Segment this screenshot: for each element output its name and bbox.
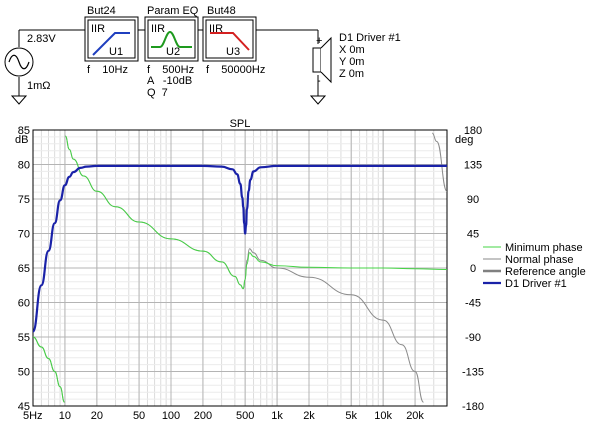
- block-u2-param-f: f 500Hz: [147, 64, 194, 76]
- y-tick-label-right: -45: [465, 298, 481, 310]
- x-tick-label: 5k: [345, 410, 357, 422]
- schematic: 2.83V 1mΩ But24 IIR U1 f 10Hz Param EQ I…: [4, 5, 401, 105]
- y-tick-label-right: 135: [464, 160, 482, 172]
- block-u3-title: But48: [207, 5, 236, 17]
- y-axis-left: 85 80 75 70 65 60 55 50 45: [18, 125, 30, 413]
- legend-entry: Normal phase: [505, 254, 573, 266]
- y-tick-label-left: 45: [18, 401, 30, 413]
- y-tick-label-right: 0: [470, 263, 476, 275]
- voltage-source[interactable]: [4, 47, 34, 77]
- series-line-minimum-phase: [64, 135, 447, 290]
- block-u1-inner: [87, 19, 136, 59]
- driver-minus: -: [317, 75, 321, 87]
- plot-frame: [32, 129, 448, 407]
- ground-icon: [309, 95, 327, 105]
- block-u3[interactable]: [202, 16, 257, 62]
- y-tick-label-right: 180: [464, 125, 482, 137]
- x-tick-label: 200: [194, 410, 212, 422]
- driver-plus: +: [316, 35, 322, 47]
- sine-wave-icon: [8, 54, 30, 70]
- lowpass-curve-icon: [210, 32, 250, 51]
- y-tick-label-right: -180: [462, 401, 484, 413]
- block-u2-inner: [147, 19, 196, 59]
- y-axis-right-label: deg: [455, 134, 473, 146]
- speaker-icon[interactable]: [312, 36, 332, 84]
- block-u3-frame: [202, 16, 257, 62]
- y-tick-label-left: 75: [18, 194, 30, 206]
- y-axis-left-label: dB: [15, 134, 28, 146]
- y-tick-label-left: 50: [18, 367, 30, 379]
- highpass-curve-icon: [92, 32, 130, 56]
- block-u3-param-f: f 50000Hz: [206, 64, 265, 76]
- driver-z: Z 0m: [339, 68, 364, 80]
- driver-y: Y 0m: [339, 56, 364, 68]
- x-tick-label: 10: [59, 410, 71, 422]
- y-tick-label-right: -135: [462, 367, 484, 379]
- x-tick-label: 20: [91, 410, 103, 422]
- chart-title: SPL: [230, 118, 251, 130]
- block-u2-ref: U2: [166, 46, 180, 58]
- x-tick-label: 500: [236, 410, 254, 422]
- series-line-normal-phase: [64, 135, 424, 403]
- y-tick-label-left: 55: [18, 332, 30, 344]
- block-u3-ref: U3: [226, 46, 240, 58]
- speaker-cone: [320, 36, 332, 84]
- x-axis: 5Hz 10 20 50 100 200 500 1k 2k 5k 10k 20k: [23, 410, 424, 422]
- y-tick-label-right: 90: [467, 194, 479, 206]
- legend-entry: Reference angle: [505, 266, 586, 278]
- block-u3-type: IIR: [209, 23, 223, 35]
- x-tick-label: 1k: [271, 410, 283, 422]
- y-tick-label-right: 45: [467, 229, 479, 241]
- speaker-magnet: [312, 47, 322, 73]
- y-axis-right: 180 135 90 45 0 -45 -90 -135 -180: [462, 125, 484, 413]
- series-line-d1-driver-1: [33, 164, 447, 333]
- x-tick-label: 5Hz: [23, 410, 43, 422]
- block-u1-title: But24: [87, 5, 116, 17]
- source-resistance: 1mΩ: [27, 80, 51, 92]
- y-tick-label-left: 65: [18, 263, 30, 275]
- block-u1[interactable]: [84, 16, 139, 62]
- legend-entry: Minimum phase: [505, 242, 583, 254]
- spl-chart[interactable]: 85 80 75 70 65 60 55 50 45 180 135 90 45 0 -45 -90 -135…: [0, 116, 594, 429]
- block-u2-param-q: Q 7: [147, 87, 168, 99]
- y-tick-label-left: 60: [18, 298, 30, 310]
- peak-curve-icon: [151, 30, 192, 48]
- driver-name: D1 Driver #1: [339, 32, 401, 44]
- series-line-normal-phase: [431, 132, 447, 192]
- block-u2-frame: [144, 16, 199, 62]
- x-tick-label: 100: [162, 410, 180, 422]
- legend-entry: D1 Driver #1: [505, 278, 567, 290]
- source-voltage: 2.83V: [27, 33, 56, 45]
- block-u1-type: IIR: [91, 23, 105, 35]
- series-layer: [33, 132, 447, 403]
- block-u1-ref: U1: [109, 46, 123, 58]
- y-tick-label-left: 70: [18, 229, 30, 241]
- x-tick-label: 50: [133, 410, 145, 422]
- block-u2-title: Param EQ: [147, 5, 199, 17]
- ground-icon: [10, 95, 28, 105]
- block-u1-param-f: f 10Hz: [87, 64, 128, 76]
- y-tick-label-right: -90: [465, 332, 481, 344]
- block-u2-type: IIR: [151, 23, 165, 35]
- series-line-minimum-phase: [33, 336, 65, 403]
- driver-x: X 0m: [339, 44, 365, 56]
- y-tick-label-left: 80: [18, 160, 30, 172]
- x-tick-label: 10k: [374, 410, 392, 422]
- x-tick-label: 20k: [406, 410, 424, 422]
- y-tick-label-left: 85: [18, 125, 30, 137]
- block-u3-inner: [205, 19, 254, 59]
- block-u2-param-a: A -10dB: [147, 75, 192, 87]
- x-tick-label: 2k: [303, 410, 315, 422]
- block-u2[interactable]: [144, 16, 199, 62]
